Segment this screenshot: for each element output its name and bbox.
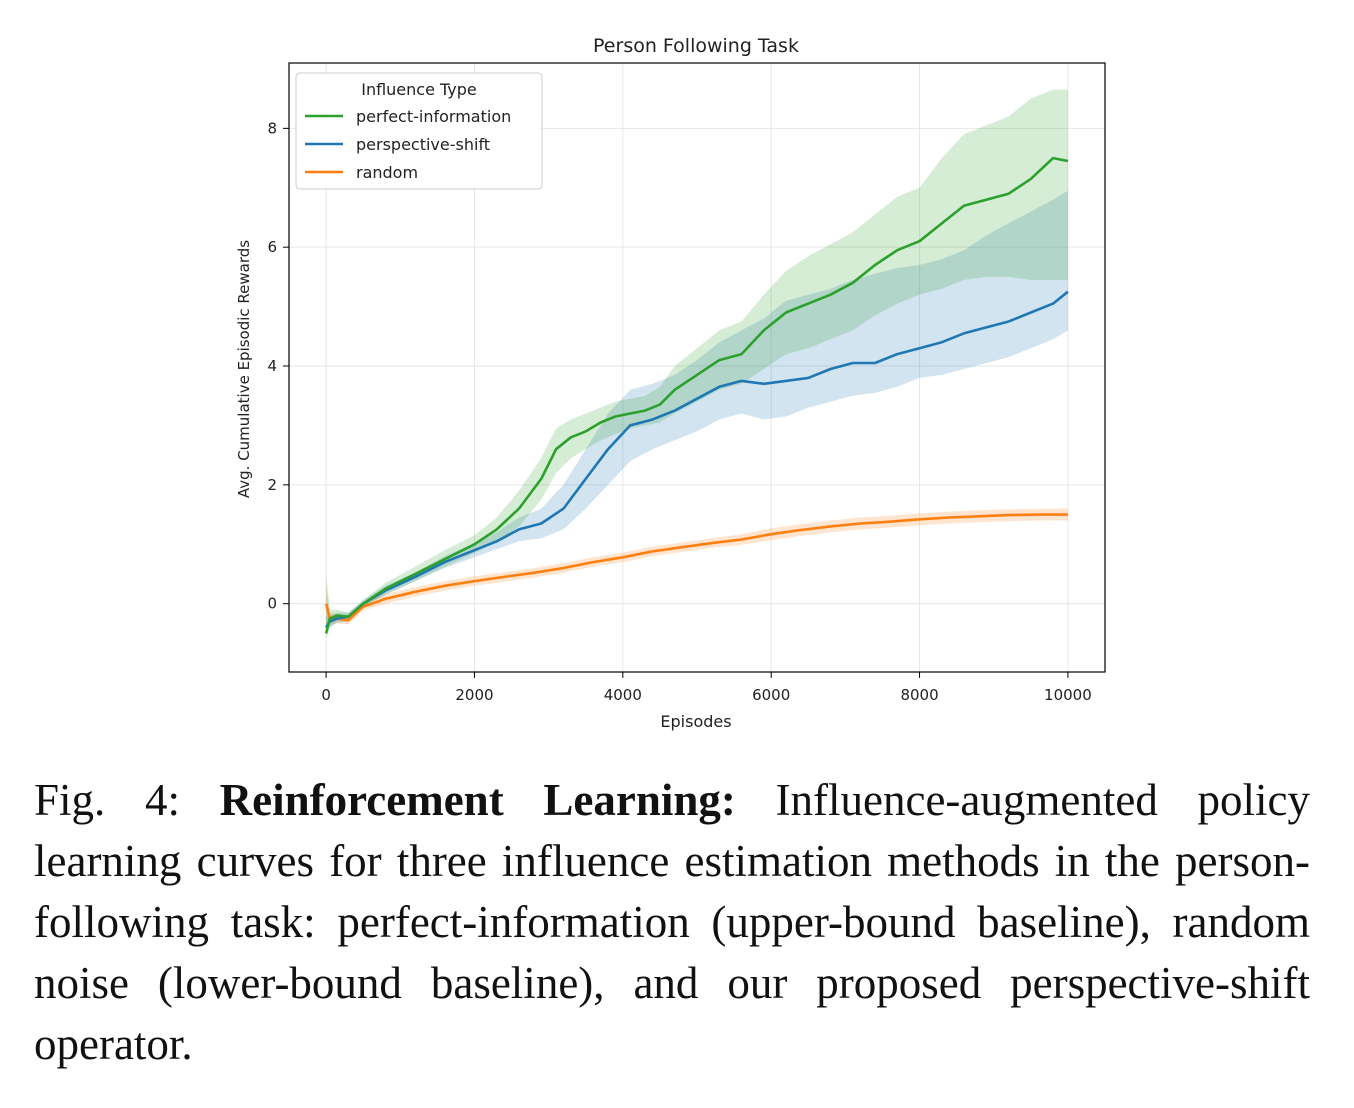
legend-label-perfect-information: perfect-information (356, 107, 511, 126)
x-axis-label: Episodes (660, 712, 731, 731)
x-tick-label: 6000 (752, 686, 790, 704)
x-tick-label: 0 (321, 686, 331, 704)
legend-title: Influence Type (361, 80, 477, 99)
series-line-random (324, 513, 1068, 622)
band-perspective-shift (326, 190, 1068, 634)
caption-text: Influence-augmented policy learning curv… (34, 775, 1310, 1069)
band-random (326, 508, 1068, 628)
legend-box (295, 72, 543, 190)
line-layer (324, 156, 1069, 634)
y-tick-label: 2 (267, 476, 277, 494)
series-line-perspective-shift (324, 290, 1069, 629)
y-tick-label: 6 (267, 238, 277, 256)
y-tick-label: 0 (267, 595, 277, 613)
chart-title: Person Following Task (593, 35, 799, 57)
x-tick-label: 10000 (1044, 686, 1092, 704)
caption-label: Fig. 4: (34, 775, 180, 825)
figure-caption: Fig. 4: Reinforcement Learning: Influenc… (34, 770, 1310, 1075)
series-line-perfect-information (324, 156, 1069, 634)
y-tick-label: 4 (267, 357, 277, 375)
legend: Influence Type perfect-information perspe… (295, 72, 543, 190)
chart: 0 2000 4000 6000 8000 10000 0 2 4 6 8 Person Follo… (235, 35, 1106, 731)
legend-label-perspective-shift: perspective-shift (356, 135, 490, 154)
caption-bold: Reinforcement Learning: (219, 775, 736, 825)
band-layer (326, 89, 1068, 640)
y-axis-label: Avg. Cumulative Episodic Rewards (235, 240, 253, 498)
band-perfect-information (326, 89, 1068, 640)
legend-label-random: random (356, 163, 418, 182)
legend-entries: perfect-information perspective-shift rand… (305, 107, 511, 182)
tick-layer: 0 2000 4000 6000 8000 10000 0 2 4 6 8 (267, 119, 1091, 704)
x-tick-label: 4000 (604, 686, 642, 704)
x-tick-label: 2000 (455, 686, 493, 704)
y-tick-label: 8 (267, 119, 277, 137)
x-tick-label: 8000 (900, 686, 938, 704)
plot-frame (288, 62, 1106, 673)
